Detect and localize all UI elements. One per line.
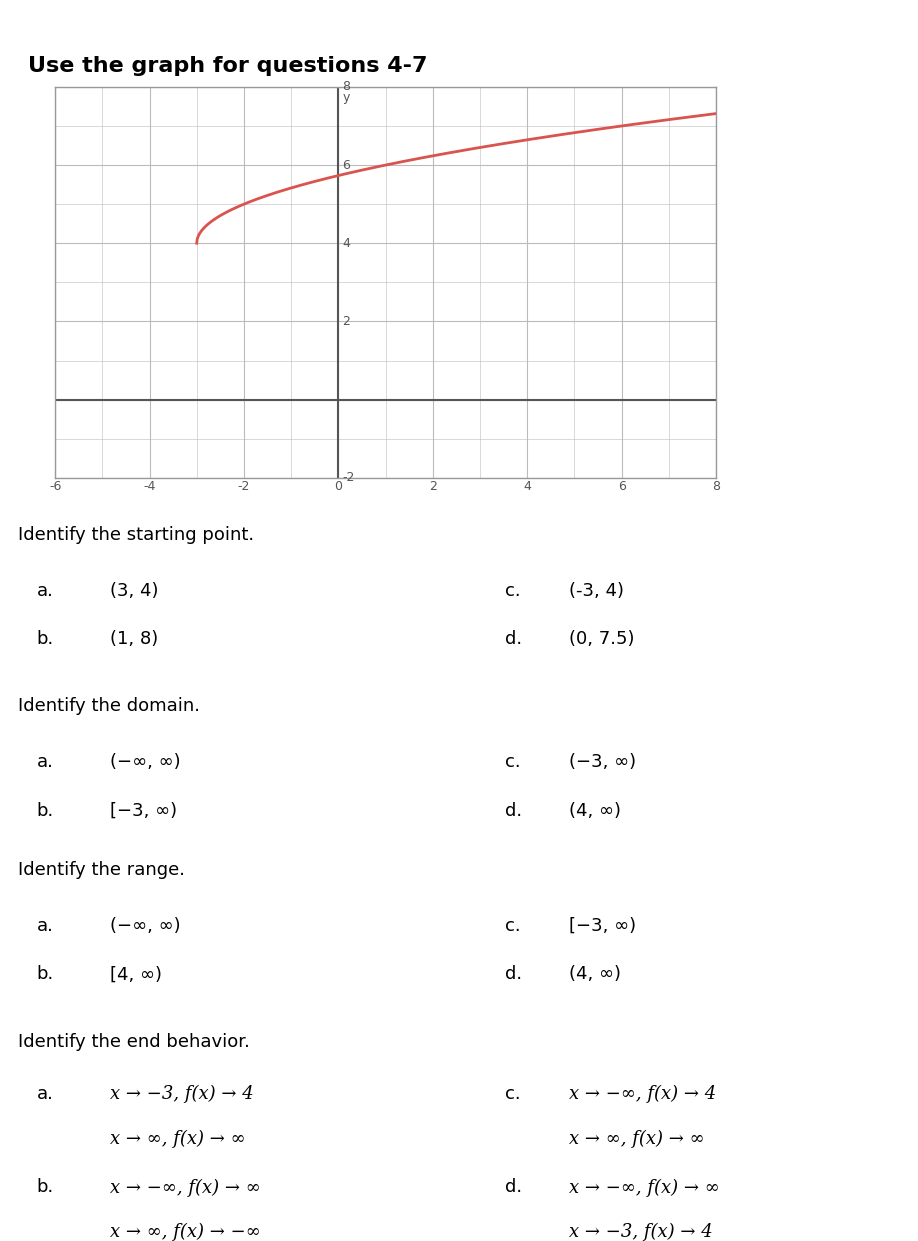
Text: b.: b. xyxy=(37,630,54,649)
Text: b.: b. xyxy=(37,1179,54,1196)
Text: a.: a. xyxy=(37,1085,53,1103)
Text: (0, 7.5): (0, 7.5) xyxy=(569,630,634,649)
Text: 6: 6 xyxy=(342,159,350,171)
Text: [−3, ∞): [−3, ∞) xyxy=(569,917,636,936)
Text: (3, 4): (3, 4) xyxy=(110,582,159,601)
Text: x → −∞, f(x) → 4: x → −∞, f(x) → 4 xyxy=(569,1085,716,1103)
Text: -6: -6 xyxy=(49,480,62,493)
Text: -2: -2 xyxy=(342,472,354,484)
Text: Identify the starting point.: Identify the starting point. xyxy=(18,526,254,545)
Text: (−∞, ∞): (−∞, ∞) xyxy=(110,917,181,936)
Text: c.: c. xyxy=(505,582,521,601)
Text: Identify the range.: Identify the range. xyxy=(18,861,185,880)
Text: d.: d. xyxy=(505,1179,522,1196)
Text: (−3, ∞): (−3, ∞) xyxy=(569,753,636,772)
Text: d.: d. xyxy=(505,802,522,820)
Text: b.: b. xyxy=(37,965,54,984)
Text: y: y xyxy=(342,91,350,104)
Text: x → ∞, f(x) → ∞: x → ∞, f(x) → ∞ xyxy=(110,1129,246,1148)
Text: Identify the domain.: Identify the domain. xyxy=(18,697,200,716)
Text: a.: a. xyxy=(37,582,53,601)
Text: x → −∞, f(x) → ∞: x → −∞, f(x) → ∞ xyxy=(569,1179,720,1196)
Text: [4, ∞): [4, ∞) xyxy=(110,965,162,984)
Text: 6: 6 xyxy=(618,480,625,493)
Text: c.: c. xyxy=(505,1085,521,1103)
Text: Use the graph for questions 4-7: Use the graph for questions 4-7 xyxy=(28,56,427,76)
Text: x → −3, f(x) → 4: x → −3, f(x) → 4 xyxy=(569,1224,713,1241)
Text: 2: 2 xyxy=(342,315,350,328)
Text: 8: 8 xyxy=(712,480,720,493)
Text: (-3, 4): (-3, 4) xyxy=(569,582,624,601)
Text: -2: -2 xyxy=(238,480,250,493)
Text: b.: b. xyxy=(37,802,54,820)
Text: 2: 2 xyxy=(429,480,437,493)
Text: c.: c. xyxy=(505,753,521,772)
Text: 8: 8 xyxy=(342,81,350,93)
Text: d.: d. xyxy=(505,630,522,649)
Text: x → ∞, f(x) → ∞: x → ∞, f(x) → ∞ xyxy=(569,1129,705,1148)
Text: (1, 8): (1, 8) xyxy=(110,630,159,649)
Text: a.: a. xyxy=(37,753,53,772)
Text: (4, ∞): (4, ∞) xyxy=(569,802,621,820)
Text: Identify the end behavior.: Identify the end behavior. xyxy=(18,1033,251,1051)
Text: 0: 0 xyxy=(334,480,342,493)
Text: c.: c. xyxy=(505,917,521,936)
Text: (−∞, ∞): (−∞, ∞) xyxy=(110,753,181,772)
Text: x → ∞, f(x) → −∞: x → ∞, f(x) → −∞ xyxy=(110,1224,261,1241)
Text: 4: 4 xyxy=(342,237,350,249)
Text: d.: d. xyxy=(505,965,522,984)
Text: a.: a. xyxy=(37,917,53,936)
Text: x → −∞, f(x) → ∞: x → −∞, f(x) → ∞ xyxy=(110,1179,261,1196)
Text: x → −3, f(x) → 4: x → −3, f(x) → 4 xyxy=(110,1085,254,1103)
Text: -4: -4 xyxy=(143,480,156,493)
Text: 4: 4 xyxy=(523,480,532,493)
Text: (4, ∞): (4, ∞) xyxy=(569,965,621,984)
Text: [−3, ∞): [−3, ∞) xyxy=(110,802,177,820)
